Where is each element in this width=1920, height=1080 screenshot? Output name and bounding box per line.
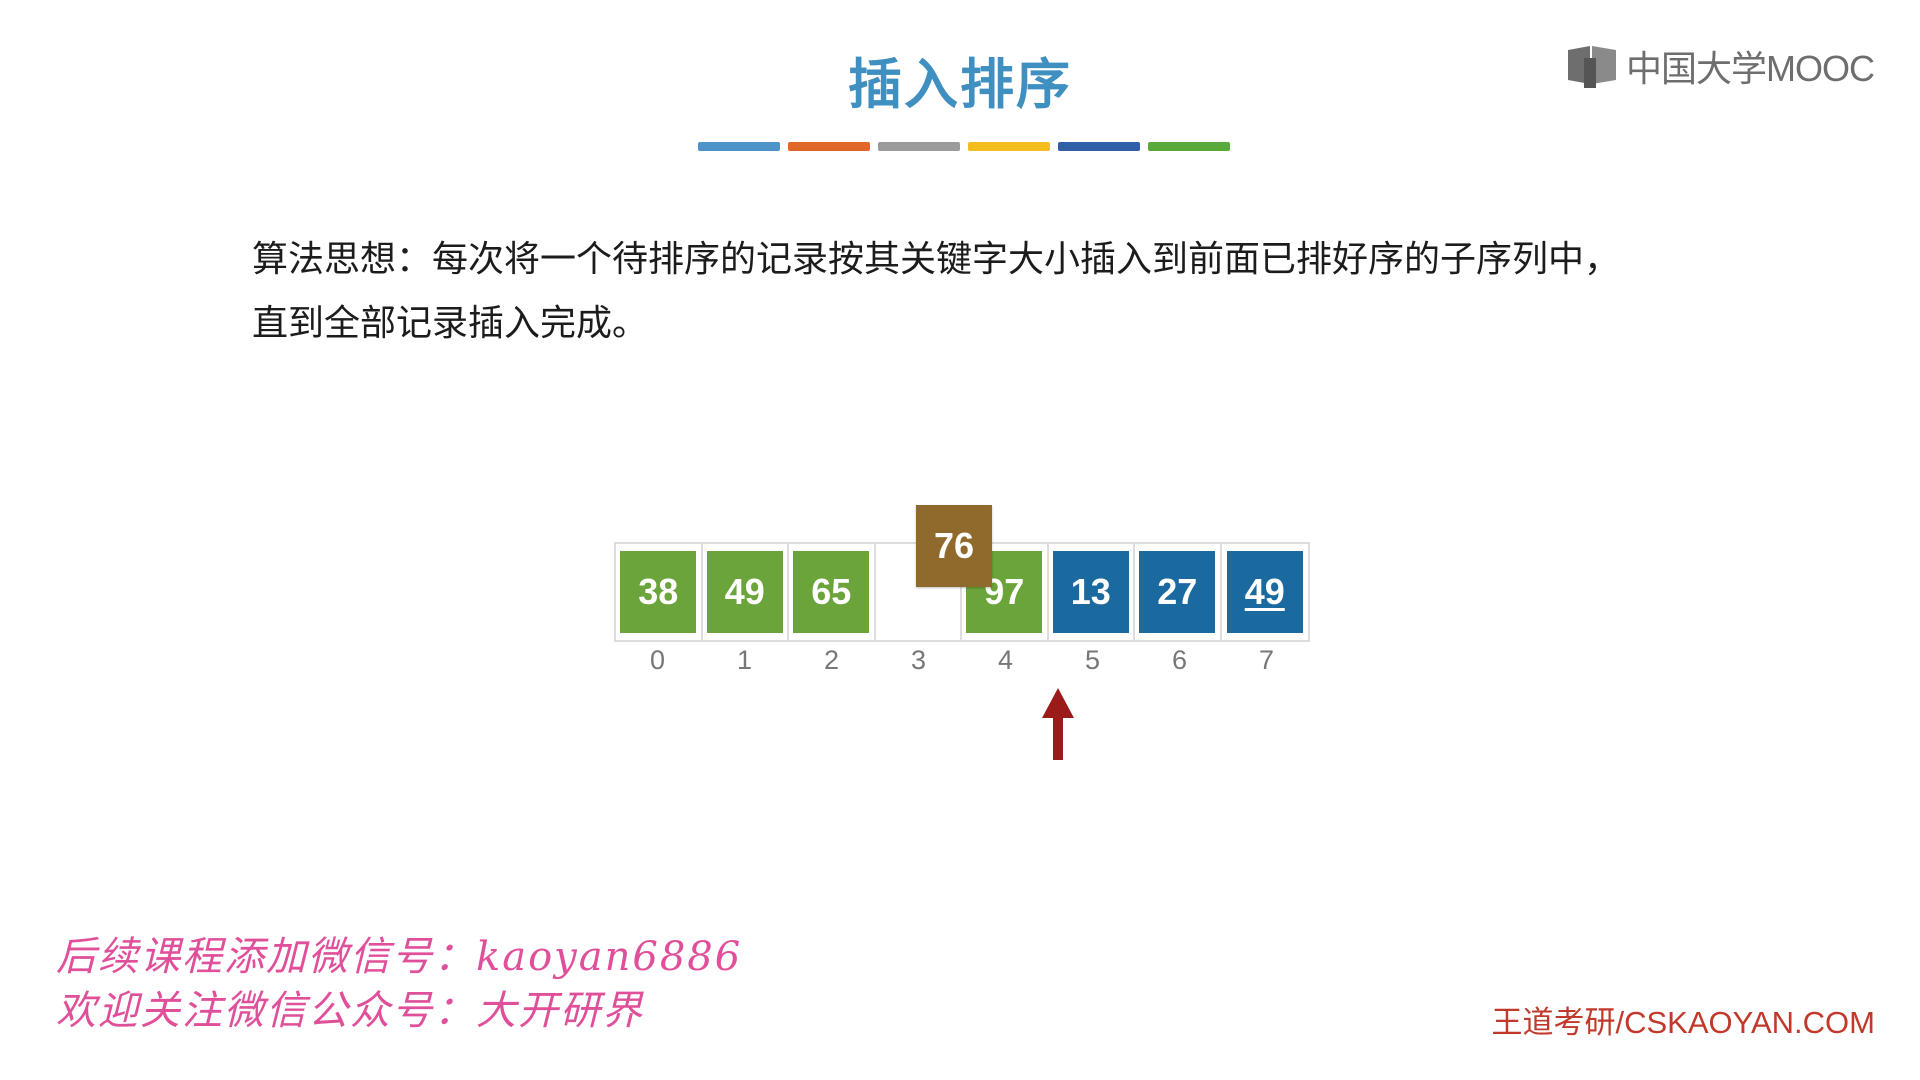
footer-brand: 王道考研/CSKAOYAN.COM bbox=[1491, 1005, 1875, 1040]
array-container: 38 49 65 97 13 27 49 bbox=[614, 542, 1310, 642]
array-cell-empty bbox=[876, 544, 962, 640]
array-indices: 0 1 2 3 4 5 6 7 bbox=[614, 645, 1310, 676]
algorithm-description: 算法思想：每次将一个待排序的记录按其关键字大小插入到前面已排好序的子序列中， 直… bbox=[252, 228, 1692, 356]
array-value: 27 bbox=[1139, 551, 1216, 633]
array-cell: 65 bbox=[789, 544, 876, 640]
promo-line-1: 后续课程添加微信号：kaoyan6886 bbox=[56, 934, 743, 980]
slide-title: 插入排序 bbox=[848, 53, 1072, 116]
color-segment bbox=[968, 142, 1050, 151]
index-label: 7 bbox=[1258, 645, 1275, 675]
color-segment bbox=[788, 142, 870, 151]
logo-text: 中国大学MOOC bbox=[1626, 48, 1875, 89]
description-line-1: 算法思想：每次将一个待排序的记录按其关键字大小插入到前面已排好序的子序列中， bbox=[252, 239, 1621, 280]
array-value: 65 bbox=[793, 551, 870, 633]
array-value: 49 bbox=[706, 551, 783, 633]
description-line-2: 直到全部记录插入完成。 bbox=[252, 303, 649, 344]
index-label: 6 bbox=[1171, 645, 1188, 675]
array-value: 13 bbox=[1052, 551, 1129, 633]
array-cell: 49 bbox=[703, 544, 789, 640]
index-label: 1 bbox=[736, 645, 753, 675]
index-label: 5 bbox=[1084, 645, 1101, 675]
color-segment bbox=[1058, 142, 1140, 151]
color-segment bbox=[698, 142, 780, 151]
promo-line-2: 欢迎关注微信公众号：大开研界 bbox=[56, 988, 644, 1034]
promo-text: 后续课程添加微信号：kaoyan6886 欢迎关注微信公众号：大开研界 bbox=[56, 930, 742, 1038]
array-cell: 38 bbox=[616, 544, 703, 640]
mooc-logo: 中国大学MOOC bbox=[1566, 40, 1875, 92]
array-cell: 13 bbox=[1049, 544, 1135, 640]
color-segment bbox=[1148, 142, 1230, 151]
index-label: 4 bbox=[997, 645, 1014, 675]
color-segment bbox=[878, 142, 960, 151]
array-cell: 27 bbox=[1135, 544, 1222, 640]
floating-element: 76 bbox=[916, 505, 992, 587]
pointer-arrow-icon bbox=[1040, 688, 1076, 764]
index-label: 0 bbox=[649, 645, 666, 675]
title-color-bar bbox=[698, 142, 1230, 151]
index-label: 3 bbox=[910, 645, 927, 675]
book-icon bbox=[1566, 44, 1618, 88]
index-label: 2 bbox=[823, 645, 840, 675]
array-value: 38 bbox=[620, 551, 697, 633]
array-cell: 49 bbox=[1222, 544, 1308, 640]
array-value: 49 bbox=[1226, 551, 1303, 633]
